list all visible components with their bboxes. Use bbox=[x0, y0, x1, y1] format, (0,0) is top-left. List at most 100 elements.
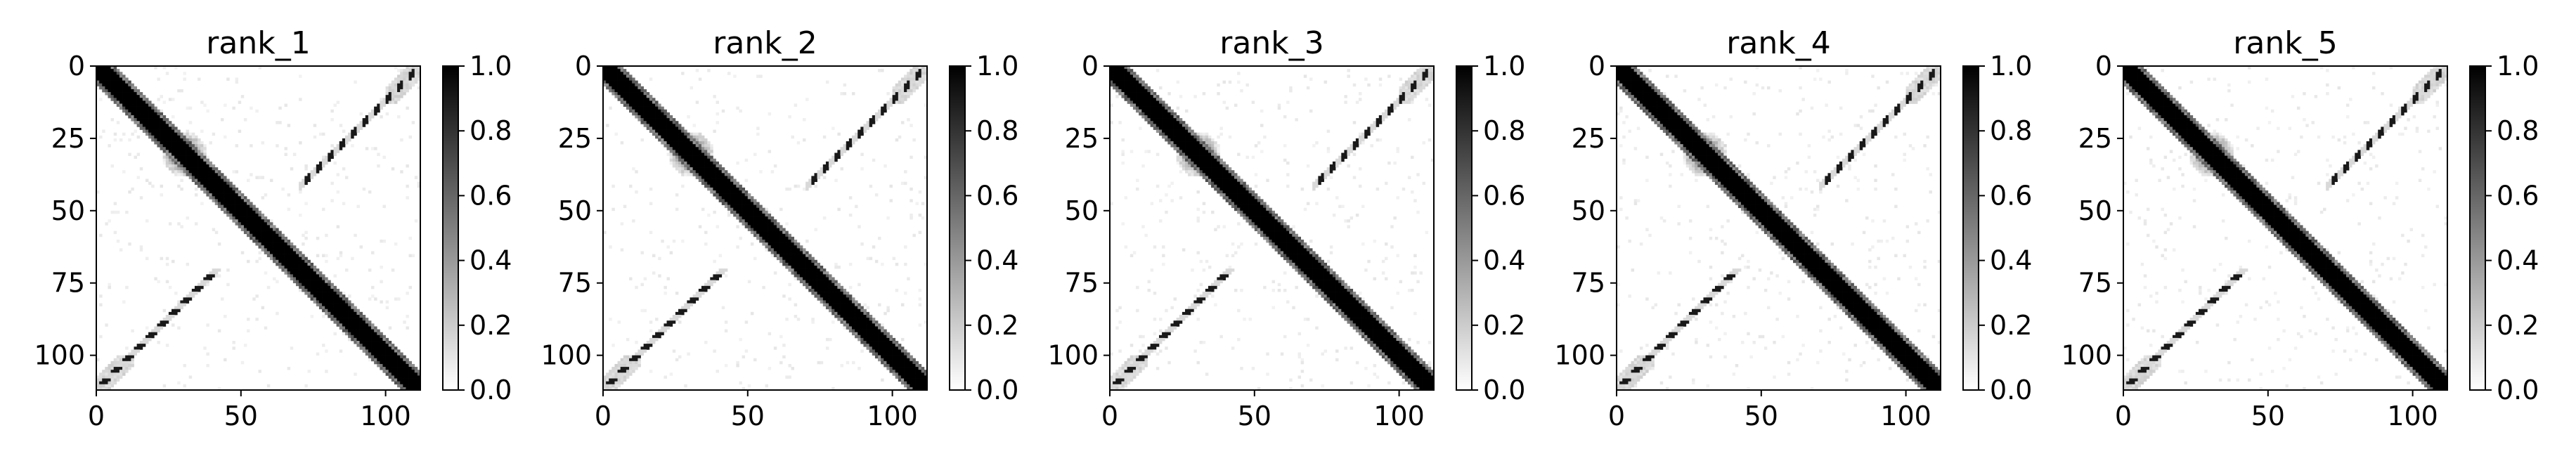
heatmap-cell bbox=[710, 176, 713, 179]
heatmap-cell bbox=[834, 152, 838, 156]
heatmap-cell bbox=[1136, 89, 1139, 93]
heatmap-cell bbox=[1121, 80, 1125, 84]
heatmap-cell bbox=[658, 329, 661, 333]
heatmap-cell bbox=[403, 372, 406, 376]
heatmap-cell bbox=[884, 311, 887, 316]
y-tick-label: 0 bbox=[68, 51, 85, 82]
heatmap-cell bbox=[1289, 89, 1293, 93]
heatmap-cell bbox=[770, 216, 775, 220]
heatmap-cell bbox=[1158, 129, 1163, 134]
heatmap-cell bbox=[831, 311, 835, 316]
heatmap-cell bbox=[898, 372, 902, 376]
heatmap-cell bbox=[727, 187, 731, 191]
heatmap-cell bbox=[632, 358, 635, 362]
heatmap-cell bbox=[768, 239, 772, 243]
heatmap-cell bbox=[831, 158, 835, 162]
heatmap-cell bbox=[857, 332, 861, 336]
heatmap-cell bbox=[99, 294, 103, 298]
heatmap-cell bbox=[730, 187, 734, 191]
heatmap-cell bbox=[1402, 92, 1406, 96]
heatmap-cell bbox=[1182, 152, 1186, 156]
heatmap-cell bbox=[744, 320, 749, 324]
heatmap-cell bbox=[750, 225, 754, 228]
heatmap-cell bbox=[258, 233, 261, 238]
heatmap-cell bbox=[704, 170, 708, 174]
heatmap-cell bbox=[892, 358, 896, 362]
heatmap-cell bbox=[872, 318, 876, 321]
heatmap-cell bbox=[692, 164, 697, 168]
heatmap-cell bbox=[753, 222, 757, 226]
heatmap-cell bbox=[1170, 144, 1174, 148]
heatmap-cell bbox=[232, 187, 235, 191]
heatmap-cell bbox=[620, 358, 624, 362]
heatmap-cell bbox=[224, 135, 227, 139]
heatmap-cell bbox=[658, 124, 661, 127]
heatmap-cell bbox=[411, 381, 415, 385]
heatmap-cell bbox=[1124, 89, 1128, 93]
heatmap-cell bbox=[198, 173, 201, 176]
heatmap-cell bbox=[635, 367, 638, 370]
heatmap-cell bbox=[794, 271, 798, 275]
heatmap-cell bbox=[177, 141, 181, 145]
heatmap-cell bbox=[623, 372, 627, 376]
heatmap-cell bbox=[1158, 126, 1163, 130]
heatmap-cell bbox=[400, 80, 403, 84]
heatmap-cell bbox=[675, 144, 679, 148]
heatmap-cell bbox=[362, 323, 366, 327]
heatmap-cell bbox=[1170, 132, 1174, 136]
heatmap-cell bbox=[110, 372, 115, 376]
heatmap-cell bbox=[113, 202, 117, 205]
heatmap-cell bbox=[229, 181, 233, 186]
heatmap-cell bbox=[773, 245, 777, 249]
heatmap-cell bbox=[620, 80, 624, 84]
heatmap-cell bbox=[1144, 89, 1148, 93]
heatmap-cell bbox=[157, 329, 160, 333]
heatmap-cell bbox=[692, 152, 697, 156]
heatmap-cell bbox=[661, 121, 664, 124]
heatmap-cell bbox=[310, 271, 314, 275]
heatmap-cell bbox=[316, 352, 320, 356]
heatmap-cell bbox=[307, 294, 311, 298]
heatmap-cell bbox=[669, 132, 673, 136]
heatmap-cell bbox=[99, 372, 103, 376]
heatmap-cell bbox=[721, 109, 725, 113]
heatmap-cell bbox=[788, 248, 791, 252]
heatmap-cell bbox=[131, 361, 134, 365]
heatmap-cell bbox=[788, 236, 791, 240]
heatmap-cell bbox=[640, 138, 644, 142]
heatmap-cell bbox=[116, 239, 120, 243]
heatmap-cell bbox=[1162, 129, 1165, 134]
heatmap-cell bbox=[269, 254, 273, 258]
heatmap-cell bbox=[160, 320, 164, 324]
heatmap-cell bbox=[171, 170, 175, 174]
heatmap-cell bbox=[397, 115, 401, 119]
heatmap-cell bbox=[188, 147, 193, 150]
heatmap-cell bbox=[874, 341, 879, 344]
heatmap-cell bbox=[304, 271, 308, 275]
heatmap-cell bbox=[391, 167, 395, 171]
heatmap-cell bbox=[808, 254, 812, 258]
heatmap-cell bbox=[637, 109, 641, 113]
heatmap-cell bbox=[322, 161, 325, 165]
heatmap-cell bbox=[206, 187, 209, 191]
heatmap-cell bbox=[203, 150, 207, 153]
heatmap-cell bbox=[878, 323, 881, 327]
heatmap-cell bbox=[623, 100, 627, 104]
heatmap-cell bbox=[304, 178, 308, 182]
heatmap-cell bbox=[330, 311, 334, 316]
heatmap-cell bbox=[695, 69, 699, 72]
heatmap-cell bbox=[710, 283, 713, 287]
heatmap-cell bbox=[1419, 77, 1423, 81]
heatmap-cells bbox=[603, 66, 928, 391]
heatmap-cell bbox=[796, 184, 801, 188]
heatmap-cell bbox=[727, 207, 731, 212]
heatmap-cell bbox=[739, 207, 742, 212]
heatmap-cell bbox=[736, 210, 739, 214]
heatmap-cell bbox=[860, 132, 864, 136]
heatmap-cell bbox=[701, 181, 705, 186]
heatmap-cell bbox=[1411, 98, 1414, 101]
heatmap-cell bbox=[707, 150, 711, 153]
heatmap-cell bbox=[365, 329, 369, 333]
heatmap-cell bbox=[1185, 141, 1189, 145]
heatmap-cell bbox=[1165, 106, 1168, 110]
